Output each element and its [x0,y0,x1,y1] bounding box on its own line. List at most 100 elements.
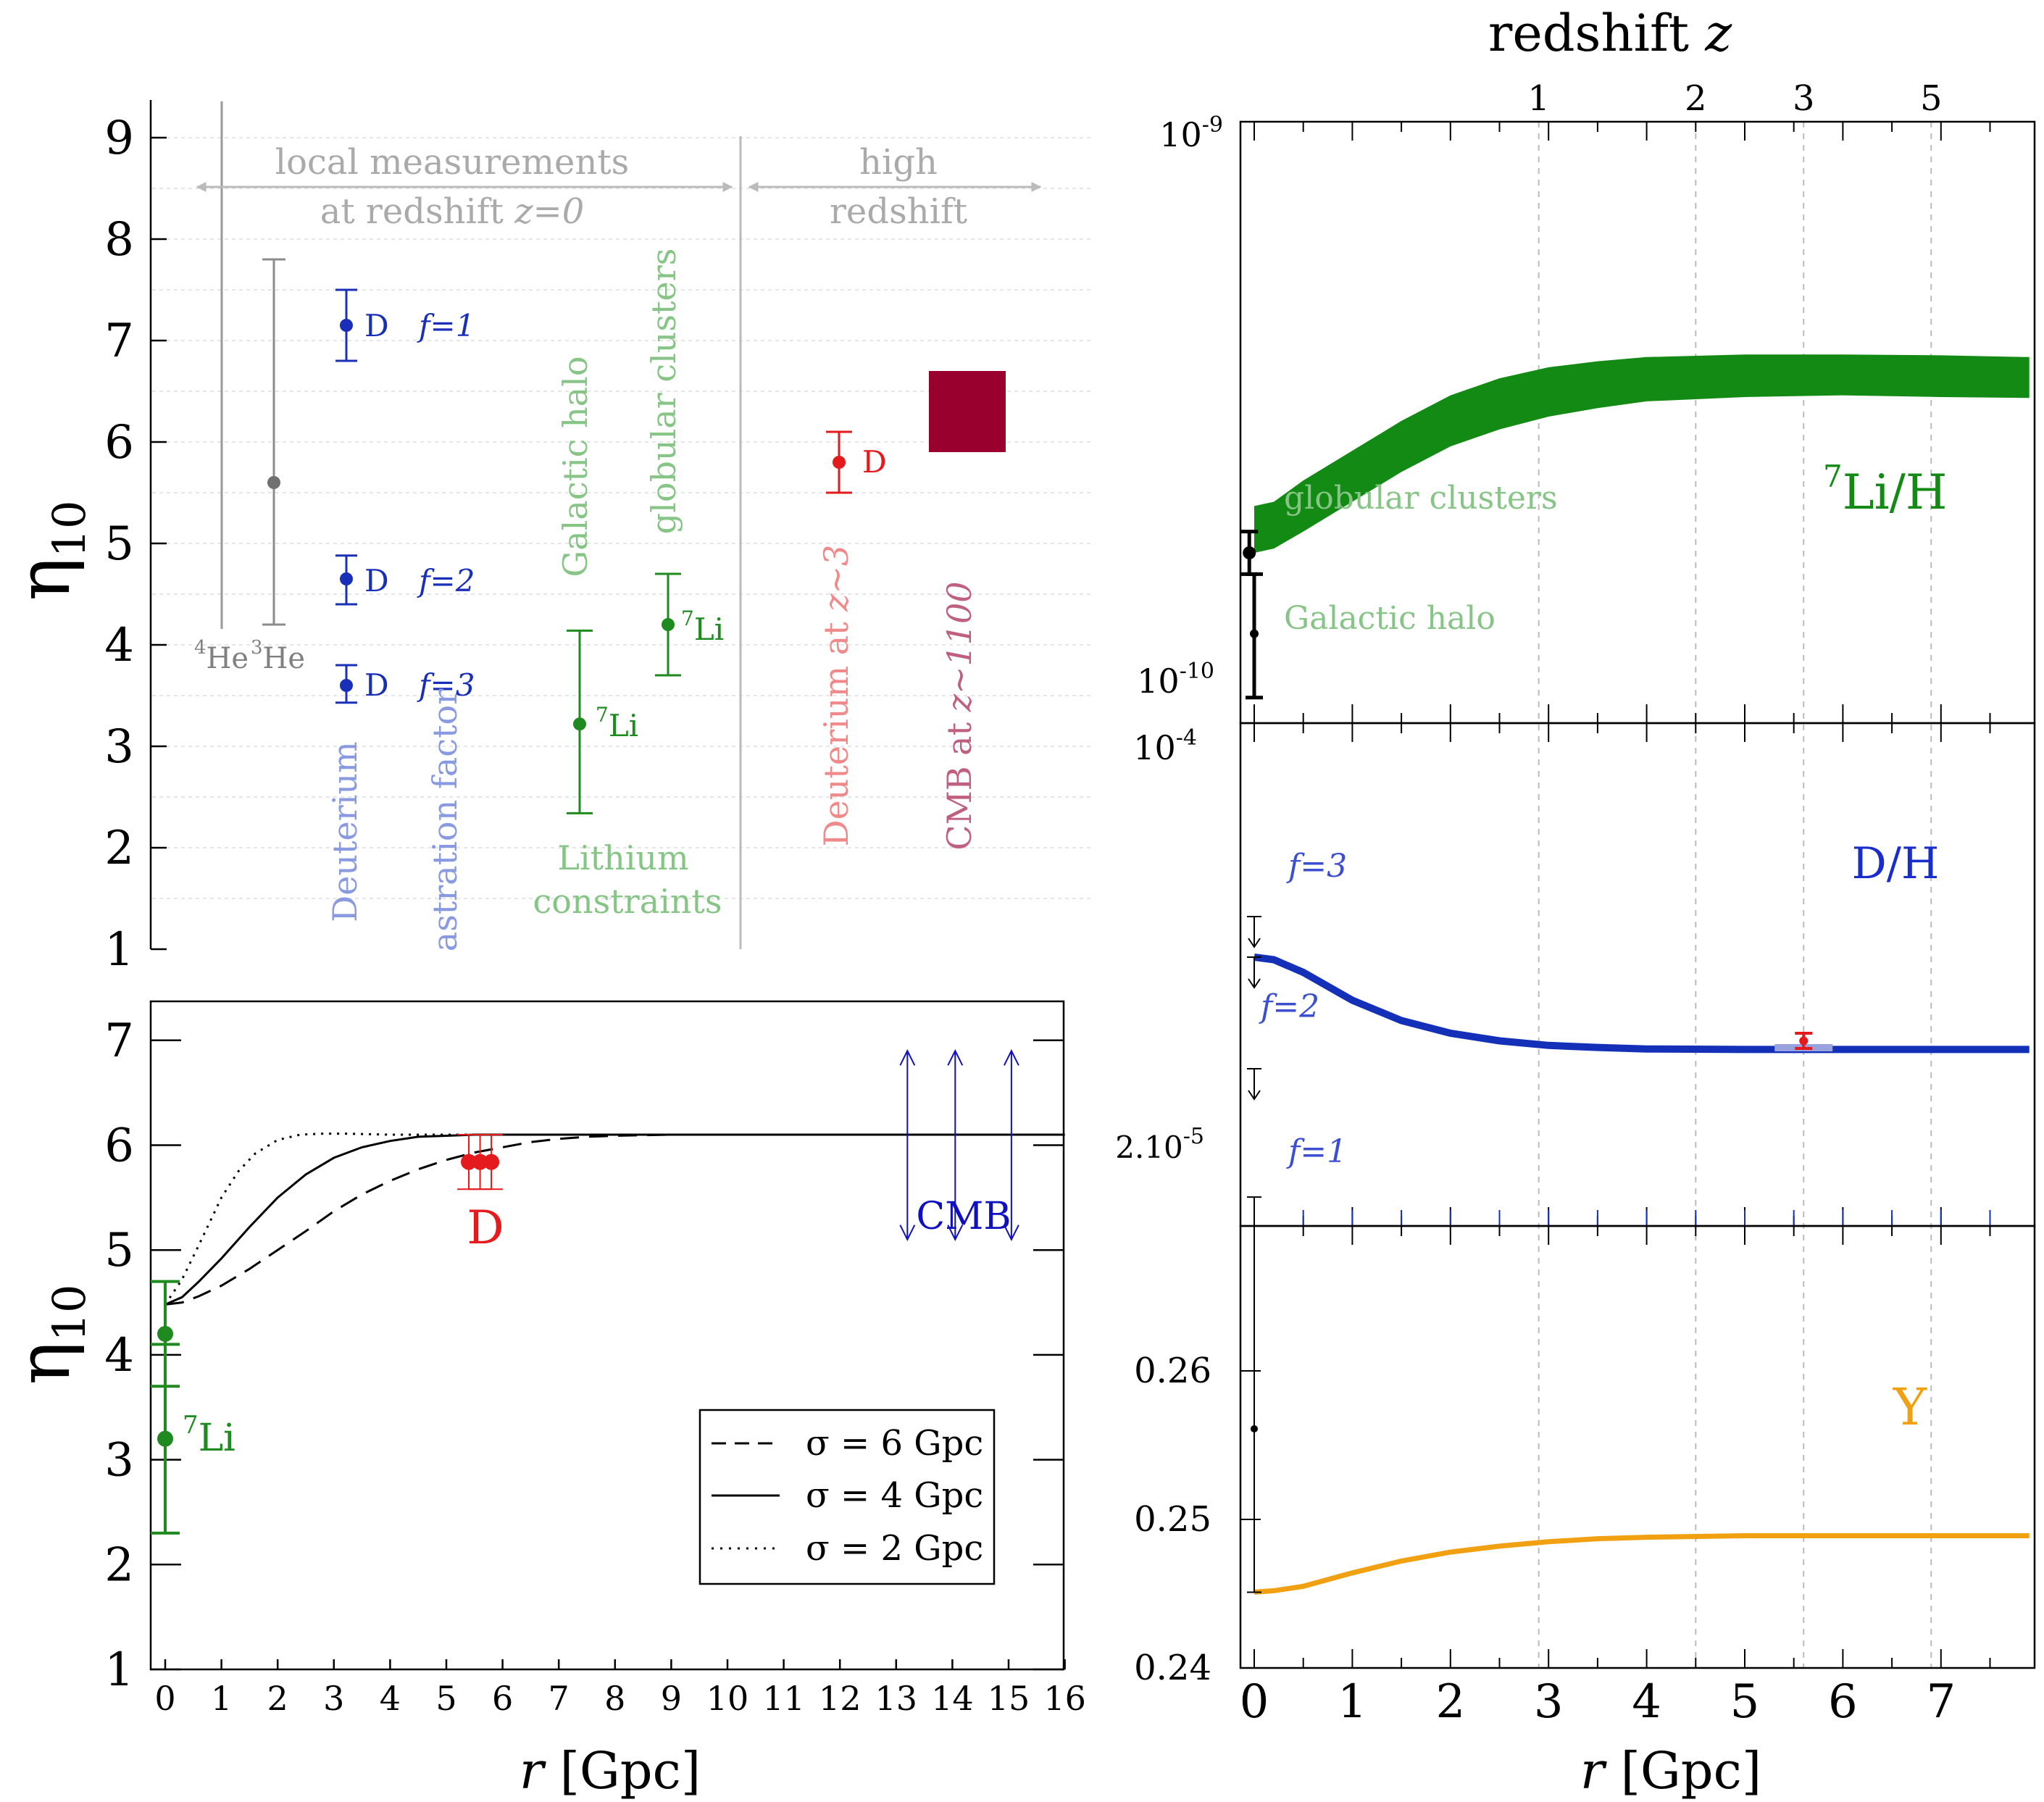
x-tick-label: 1 [211,1679,232,1718]
helium3-label: 3He [251,637,305,675]
globular-clusters-label: globular clusters [1284,480,1558,517]
high-region-label-1: high [859,142,938,183]
y-tick-label: 1 [104,1643,134,1697]
li7-observations [1240,530,1263,700]
x-tick-label: 5 [435,1679,456,1718]
astration-f=3-arrow [1248,938,1261,948]
x-tick-label: 14 [931,1679,974,1718]
helium-points [262,258,285,626]
lithium-constraints-label-2: constraints [533,882,722,921]
deuterium-2-f-label: f=2 [417,563,475,598]
local-region-label-2: at redshift z=0 [320,191,585,232]
x-tick-label: 16 [1043,1679,1086,1718]
galactic-halo-vertical-label: Galactic halo [556,356,595,577]
plot-frame [1239,722,2036,1227]
deuterium-2-label: D [364,563,389,598]
y-tick-label: 5 [104,1224,134,1277]
plot-frame [1239,1225,2036,1669]
y-tick-label: 0.25 [1134,1499,1211,1540]
y-tick-label: 3 [104,1434,134,1488]
x-tick-label: 7 [1926,1675,1956,1729]
y-tick-label: 7 [104,314,134,368]
y-panel-label: Y [1893,1377,1927,1437]
cmb-arrow-1-head-down [899,1225,916,1241]
deuterium-vertical-label: Deuterium [325,741,364,922]
x-tick-label: 5 [1730,1675,1760,1729]
y-tick-label-1e-9: 10-9 [1159,112,1223,154]
y-tick-label: 2 [104,822,134,875]
x-tick-label: 4 [1632,1675,1661,1729]
helium3-point[interactable] [267,476,280,489]
y-tick-label: 9 [104,112,134,165]
deuterium-3-f-label: f=3 [417,667,475,703]
x-axis-ticks [1253,122,1991,723]
lithium-2-point[interactable] [662,618,675,631]
deuterium-high-z-label: D [862,444,887,480]
y-tick-label: 0.24 [1134,1648,1211,1688]
deuterium-1-point[interactable] [461,1154,477,1170]
y-tick-label: 2 [104,1538,134,1592]
lithium-label: 7Li [183,1411,235,1460]
deuterium-3-point[interactable] [340,679,353,692]
dh-measurement-point[interactable] [1799,1036,1809,1046]
astration-f=1-arrow [1248,1090,1261,1101]
local-region-label-1: local measurements [275,142,630,183]
y-tick-label: 5 [104,517,134,571]
panel-eta10-measurements: 1 2 3 4 5 6 7 8 9 η10 local measurements at reds… [1,100,1090,977]
li7-prediction-band[interactable] [1254,354,2030,553]
x-tick-label: 6 [492,1679,513,1718]
cmb-arrows [899,1049,1019,1241]
lithium-clusters-label: 7Li [681,606,724,647]
deuterium-2-point[interactable] [472,1154,488,1170]
y-tick-label-1e-10: 10-10 [1137,659,1214,701]
cmb-arrow-2-head-up [947,1049,964,1066]
deuterium-2-point[interactable] [340,572,353,585]
x-tick-label: 2 [267,1679,288,1718]
lithium-1-point[interactable] [157,1325,173,1342]
y-tick-label: 6 [104,416,134,470]
x-tick-label: 15 [988,1679,1030,1718]
deuterium-3-label: D [364,667,389,703]
astration-markers: f=3 f=2 f=1 [1247,848,1347,1170]
y-tick-label: 3 [104,720,134,774]
legend-box [698,1409,996,1585]
y-axis-label: η10 [1,1285,96,1385]
y-tick-label-2e-5: 2.10-5 [1115,1124,1204,1165]
redshift-tick-label: 5 [1920,78,1943,119]
deuterium-high-z-point[interactable] [833,456,846,469]
lithium-1-point[interactable] [573,717,586,731]
y-tick-label: 4 [104,1329,134,1382]
lithium-2-point[interactable] [157,1430,173,1447]
curve-solid[interactable] [164,1133,1065,1306]
eta-curves [164,1132,1065,1306]
li7-obs-2-point[interactable] [1250,629,1259,638]
x-tick-label: 10 [706,1679,749,1718]
lithium-points [151,1280,180,1535]
lithium-constraints-label-1: Lithium [557,838,688,877]
cmb-constraint-box[interactable] [929,371,1006,452]
lithium-points [567,572,681,814]
deuterium-1-label: D [364,308,389,343]
redshift-tick-label: 3 [1793,78,1815,119]
x-tick-label: 1 [1338,1675,1367,1729]
y-tick-label: 0.26 [1134,1351,1211,1391]
plot-frame [149,1000,1065,1671]
y-measurement-point[interactable] [1251,1425,1258,1432]
li7-obs-1-point[interactable] [1243,546,1256,559]
deuterium-3-point[interactable] [483,1154,500,1170]
y-prediction-line[interactable] [1253,1533,2030,1595]
curve-dotted[interactable] [164,1132,1065,1306]
x-tick-label: 9 [661,1679,682,1718]
deuterium-1-point[interactable] [340,319,353,332]
cmb-arrow-3-head-down [1003,1225,1019,1241]
legend-label-sigma6: σ = 6 Gpc [806,1423,983,1464]
redshift-tick-label: 2 [1685,78,1707,119]
x-tick-label: 6 [1828,1675,1858,1729]
y-measurement [1247,1196,1261,1593]
x-tick-label: 3 [1534,1675,1564,1729]
globular-clusters-vertical-label: globular clusters [644,249,683,535]
dh-prediction-line[interactable] [1253,954,2030,1054]
y-axis-ticks: 1 2 3 4 5 6 7 8 9 [104,112,167,977]
deuterium-high-z-point [826,430,852,494]
